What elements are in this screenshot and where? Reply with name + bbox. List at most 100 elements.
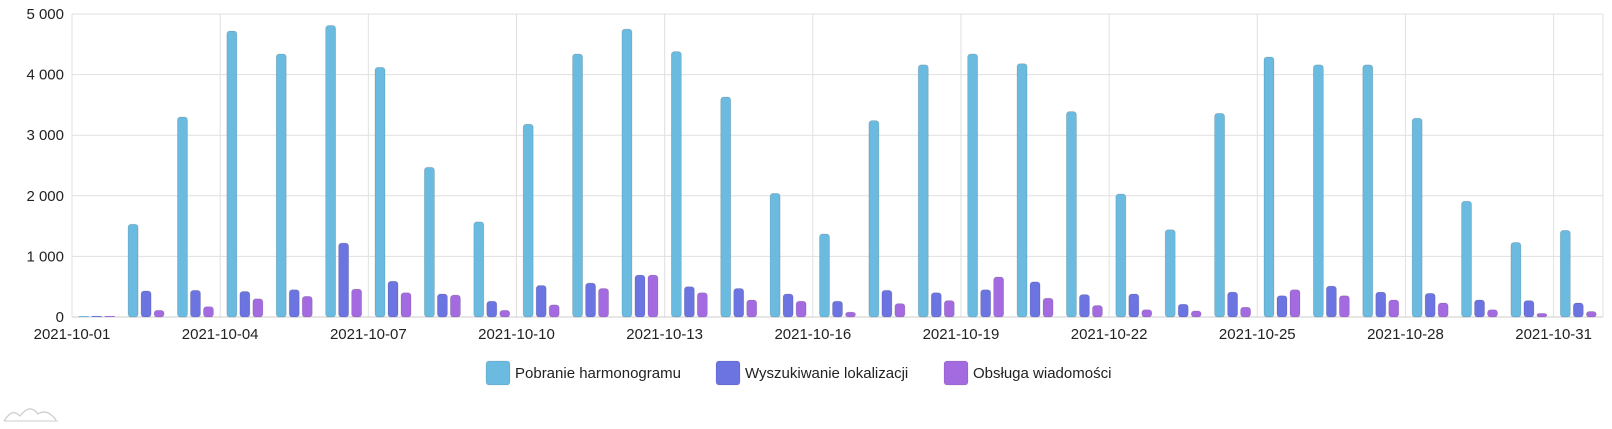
bar	[1338, 295, 1350, 318]
bar	[1227, 291, 1238, 318]
bar	[746, 299, 758, 318]
y-tick-label: 4 000	[26, 67, 64, 84]
bar	[548, 304, 560, 318]
bar	[1375, 291, 1387, 318]
bar	[845, 311, 856, 318]
bar	[1411, 117, 1423, 318]
bar	[943, 300, 955, 318]
bar	[1177, 303, 1189, 318]
bar	[1141, 309, 1153, 318]
bar	[190, 289, 201, 318]
x-tick-label: 2021-10-25	[1219, 326, 1296, 343]
bar	[374, 66, 386, 318]
legend-label: Wyszukiwanie lokalizacji	[745, 365, 908, 382]
bar	[1164, 229, 1176, 318]
bar	[288, 289, 300, 318]
y-tick-label: 3 000	[26, 127, 64, 144]
bar	[832, 300, 843, 318]
y-tick-label: 1 000	[26, 248, 64, 265]
x-axis-ticks: 2021-10-01 2021-10-04 2021-10-07 2021-10-10…	[34, 326, 1592, 343]
bar	[819, 233, 830, 318]
y-axis-ticks: 0 1 000 2 000 3 000 4 000 5 000	[26, 6, 64, 326]
legend-swatch	[715, 360, 741, 386]
grid-lines	[71, 13, 1604, 318]
bar	[980, 289, 992, 318]
bar	[881, 289, 893, 318]
bar	[1487, 309, 1498, 318]
bar	[1559, 229, 1571, 318]
bar	[1240, 306, 1251, 318]
bar	[387, 280, 399, 318]
y-tick-label: 0	[56, 309, 64, 326]
bar	[621, 28, 633, 318]
bar	[252, 298, 264, 318]
legend: Pobranie harmonogramu Wyszukiwanie lokali…	[485, 360, 1111, 386]
bar	[1289, 289, 1301, 318]
bar	[351, 288, 363, 318]
bar	[930, 292, 942, 318]
bar	[769, 192, 781, 318]
bar	[1066, 111, 1077, 318]
bar	[275, 53, 287, 318]
bar	[127, 223, 139, 318]
legend-swatch	[943, 360, 969, 386]
bar	[486, 300, 498, 318]
bar	[153, 309, 165, 318]
legend-swatch	[485, 360, 511, 386]
bar	[522, 123, 534, 318]
bar	[1325, 285, 1337, 318]
x-tick-label: 2021-10-19	[923, 326, 1000, 343]
bar	[450, 294, 461, 318]
bar	[1362, 64, 1374, 318]
bar	[499, 309, 511, 318]
bar	[301, 295, 313, 318]
bar	[670, 51, 682, 318]
y-tick-label: 5 000	[26, 6, 64, 23]
bar	[239, 291, 251, 318]
bar	[585, 282, 596, 318]
bar	[1214, 112, 1225, 318]
bar	[647, 274, 659, 318]
bar	[1572, 302, 1584, 318]
bar	[338, 242, 350, 318]
bar	[572, 53, 583, 318]
x-tick-label: 2021-10-22	[1071, 326, 1148, 343]
bar	[1115, 193, 1127, 318]
bar	[1437, 302, 1449, 318]
bar	[400, 292, 412, 318]
bar	[140, 290, 152, 318]
bar	[1092, 305, 1103, 318]
bar	[782, 293, 794, 318]
bar	[1388, 299, 1400, 318]
bar	[424, 166, 435, 318]
bar	[1510, 242, 1522, 318]
bar	[634, 274, 646, 318]
bar	[894, 303, 906, 318]
bar	[993, 276, 1005, 318]
bar	[967, 53, 979, 318]
bar	[868, 120, 880, 318]
bar	[1536, 312, 1548, 318]
x-tick-label: 2021-10-10	[478, 326, 555, 343]
bar	[917, 64, 929, 318]
x-tick-label: 2021-10-28	[1367, 326, 1444, 343]
chart-logo-icon	[3, 408, 58, 422]
bar	[1585, 311, 1597, 318]
bar	[325, 25, 337, 318]
bar	[1424, 292, 1436, 318]
bar	[696, 292, 708, 318]
legend-label: Pobranie harmonogramu	[515, 365, 681, 382]
bar	[226, 30, 238, 318]
bar	[203, 306, 214, 318]
bar	[1276, 295, 1288, 318]
x-tick-label: 2021-10-13	[626, 326, 703, 343]
bar	[535, 285, 547, 318]
bar	[1042, 297, 1054, 318]
bar	[1523, 300, 1535, 318]
bar	[1079, 294, 1090, 318]
bar	[598, 288, 609, 318]
bar	[1474, 299, 1485, 318]
bar	[795, 300, 807, 318]
bar	[177, 116, 188, 318]
